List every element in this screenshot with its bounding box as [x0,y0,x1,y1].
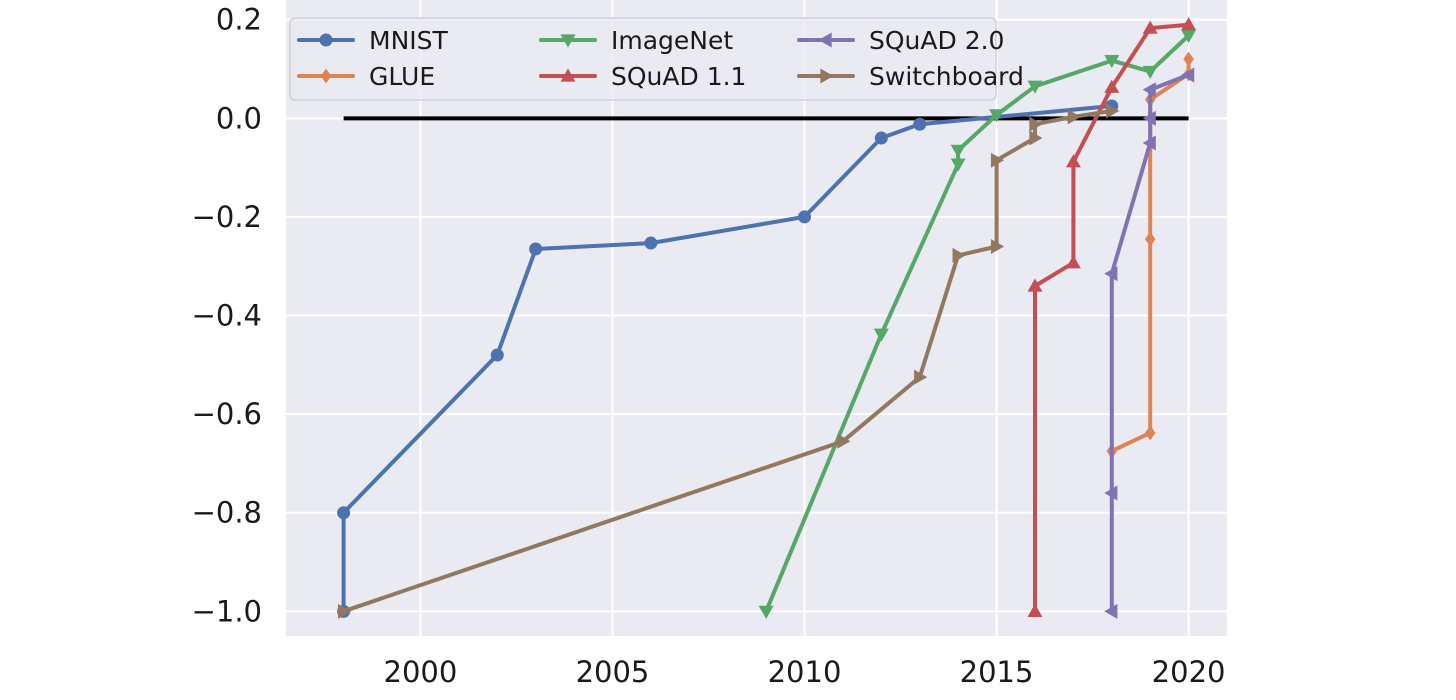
legend-label-switchboard: Switchboard [869,62,1024,91]
data-point-squad-1-1 [1065,154,1081,168]
data-point-switchboard [1106,103,1120,119]
legend-marker-squad-1-1 [560,68,576,82]
data-point-mnist [798,210,812,224]
data-point-mnist [529,242,543,256]
data-point-squad-1-1 [1027,278,1043,292]
data-point-squad-1-1 [1142,20,1158,34]
data-point-imagenet [950,158,966,172]
series-mnist [337,99,1119,618]
series-imagenet [758,29,1197,619]
data-point-switchboard [990,239,1005,255]
series-squad-2-0 [1104,67,1195,619]
plot-area [286,0,1227,636]
data-point-squad-2-0 [1104,603,1118,619]
data-point-squad-2-0 [1104,266,1118,282]
data-point-switchboard [1029,130,1043,146]
legend-marker-glue [320,68,332,84]
y-tick-label: −1.0 [192,594,262,628]
legend-label-squad-1-1: SQuAD 1.1 [611,62,746,91]
data-point-imagenet [1104,55,1120,69]
y-tick-label: 0.0 [216,101,262,135]
legend-label-mnist: MNIST [369,26,449,55]
data-point-squad-1-1 [1065,255,1081,269]
legend-marker-squad-2-0 [818,32,832,48]
y-tick-label: −0.4 [192,299,262,333]
data-point-glue [1183,51,1194,67]
data-point-imagenet [989,109,1005,123]
x-tick-label: 2015 [960,655,1034,689]
data-point-switchboard [1067,109,1081,125]
legend-label-glue: GLUE [369,62,435,91]
tick-labels: 2000 2005 2010 2015 2020 −1.0 −0.8 −0.6 −0.4 −0.2… [192,3,1226,689]
legend-label-squad-2-0: SQuAD 2.0 [869,26,1004,55]
data-point-imagenet [1181,29,1197,43]
legend: MNIST GLUE ImageNet SQuAD 1.1 SQuAD 2.0 Switc… [289,17,1024,101]
data-point-switchboard [990,152,1005,168]
x-tick-label: 2020 [1152,655,1226,689]
legend-marker-imagenet [560,34,576,48]
y-tick-label: −0.8 [192,496,262,530]
legend-label-imagenet: ImageNet [611,26,733,55]
data-point-squad-2-0 [1142,135,1156,151]
y-tick-label: 0.2 [216,3,262,37]
data-point-squad-2-0 [1181,67,1195,83]
x-tick-label: 2010 [768,655,842,689]
series-group [337,17,1197,619]
data-point-switchboard [952,247,966,263]
data-point-squad-2-0 [1104,485,1118,501]
data-point-squad-2-0 [1142,82,1156,98]
data-point-squad-1-1 [1027,603,1043,617]
data-point-squad-1-1 [1181,17,1197,31]
data-point-mnist [913,117,927,131]
legend-marker-mnist [319,33,333,47]
x-tick-label: 2000 [384,655,458,689]
y-tick-label: −0.6 [192,397,262,431]
data-point-switchboard [337,603,352,619]
legend-marker-switchboard [820,68,834,84]
data-point-squad-2-0 [1142,110,1156,126]
data-point-glue [1144,231,1156,247]
series-line-switchboard [341,108,1114,614]
data-point-imagenet [873,328,889,342]
data-point-switchboard [837,433,851,449]
data-point-mnist [874,131,888,145]
data-point-imagenet [1027,80,1043,94]
data-point-mnist [490,348,504,362]
data-point-imagenet [1142,65,1158,79]
data-point-squad-1-1 [1104,79,1120,93]
data-point-mnist [337,506,351,520]
y-tick-label: −0.2 [192,200,262,234]
data-point-imagenet [950,144,966,158]
data-point-switchboard [914,369,928,385]
data-point-imagenet [758,605,774,619]
data-point-switchboard [1029,116,1043,132]
series-switchboard [337,103,1120,619]
x-tick-label: 2005 [576,655,650,689]
data-point-mnist [644,236,658,250]
series-squad-1-1 [1027,17,1197,617]
data-point-glue [1144,425,1156,441]
